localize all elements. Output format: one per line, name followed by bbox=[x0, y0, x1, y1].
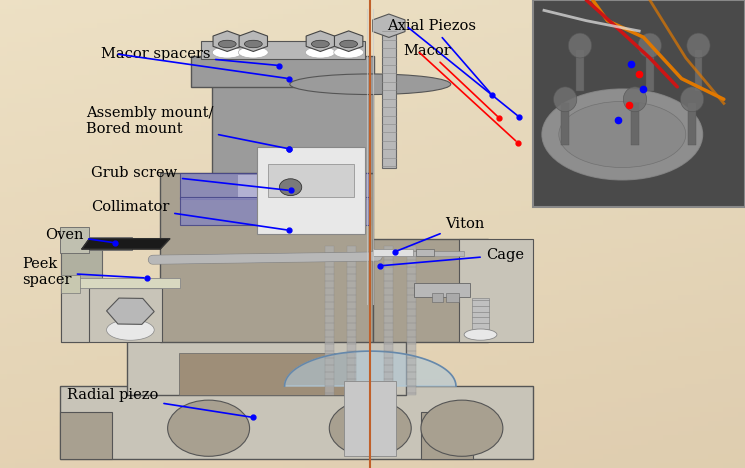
Ellipse shape bbox=[168, 400, 250, 456]
Text: Macor spacers: Macor spacers bbox=[101, 47, 276, 65]
Ellipse shape bbox=[238, 47, 268, 58]
FancyBboxPatch shape bbox=[421, 412, 473, 459]
FancyBboxPatch shape bbox=[344, 381, 396, 456]
Ellipse shape bbox=[218, 40, 236, 48]
Ellipse shape bbox=[334, 47, 364, 58]
Ellipse shape bbox=[624, 87, 647, 112]
Text: Assembly mount/
Bored mount: Assembly mount/ Bored mount bbox=[86, 106, 286, 148]
FancyBboxPatch shape bbox=[191, 56, 374, 87]
Text: Oven: Oven bbox=[45, 228, 112, 242]
FancyBboxPatch shape bbox=[646, 50, 653, 91]
FancyBboxPatch shape bbox=[179, 353, 354, 395]
Ellipse shape bbox=[107, 320, 154, 340]
Ellipse shape bbox=[638, 33, 662, 58]
Ellipse shape bbox=[554, 87, 577, 112]
FancyBboxPatch shape bbox=[372, 239, 488, 342]
Ellipse shape bbox=[311, 40, 329, 48]
FancyBboxPatch shape bbox=[61, 239, 89, 342]
FancyBboxPatch shape bbox=[533, 0, 745, 207]
FancyBboxPatch shape bbox=[694, 50, 703, 91]
FancyBboxPatch shape bbox=[472, 298, 489, 330]
FancyBboxPatch shape bbox=[61, 246, 102, 285]
Text: Macor: Macor bbox=[404, 44, 497, 116]
FancyBboxPatch shape bbox=[180, 173, 370, 199]
FancyBboxPatch shape bbox=[372, 249, 413, 256]
Ellipse shape bbox=[305, 47, 335, 58]
FancyBboxPatch shape bbox=[61, 278, 180, 288]
Ellipse shape bbox=[279, 179, 302, 196]
Text: Collimator: Collimator bbox=[91, 200, 286, 230]
FancyBboxPatch shape bbox=[576, 50, 584, 91]
Polygon shape bbox=[82, 239, 170, 249]
FancyBboxPatch shape bbox=[238, 175, 313, 197]
Text: Cage: Cage bbox=[383, 248, 524, 265]
FancyBboxPatch shape bbox=[257, 147, 365, 234]
FancyBboxPatch shape bbox=[180, 197, 370, 225]
FancyBboxPatch shape bbox=[384, 246, 393, 395]
Text: Axial Piezos: Axial Piezos bbox=[387, 19, 490, 93]
FancyBboxPatch shape bbox=[127, 339, 406, 395]
FancyBboxPatch shape bbox=[631, 103, 638, 145]
FancyBboxPatch shape bbox=[347, 246, 356, 395]
FancyBboxPatch shape bbox=[382, 28, 396, 168]
Ellipse shape bbox=[290, 74, 451, 95]
FancyBboxPatch shape bbox=[212, 84, 372, 173]
FancyBboxPatch shape bbox=[414, 283, 470, 297]
FancyBboxPatch shape bbox=[688, 103, 696, 145]
Text: Viton: Viton bbox=[397, 217, 485, 251]
FancyBboxPatch shape bbox=[446, 293, 459, 302]
Ellipse shape bbox=[680, 87, 704, 112]
Text: Peek
spacer: Peek spacer bbox=[22, 257, 144, 287]
Text: Radial piezo: Radial piezo bbox=[67, 388, 250, 417]
FancyBboxPatch shape bbox=[160, 173, 372, 342]
Text: Grub screw: Grub screw bbox=[91, 166, 288, 190]
FancyBboxPatch shape bbox=[268, 164, 354, 197]
FancyBboxPatch shape bbox=[432, 293, 443, 302]
FancyBboxPatch shape bbox=[61, 288, 162, 342]
FancyBboxPatch shape bbox=[60, 227, 89, 253]
FancyBboxPatch shape bbox=[61, 275, 80, 292]
Ellipse shape bbox=[340, 40, 358, 48]
FancyBboxPatch shape bbox=[325, 246, 334, 395]
Polygon shape bbox=[285, 351, 456, 386]
Ellipse shape bbox=[542, 89, 703, 180]
FancyBboxPatch shape bbox=[201, 41, 365, 58]
FancyBboxPatch shape bbox=[407, 246, 416, 395]
FancyBboxPatch shape bbox=[60, 386, 533, 459]
Ellipse shape bbox=[212, 47, 242, 58]
Ellipse shape bbox=[329, 400, 411, 456]
FancyBboxPatch shape bbox=[416, 249, 434, 256]
Ellipse shape bbox=[559, 102, 685, 168]
FancyBboxPatch shape bbox=[561, 103, 569, 145]
Ellipse shape bbox=[244, 40, 262, 48]
Ellipse shape bbox=[568, 33, 592, 58]
FancyBboxPatch shape bbox=[60, 412, 112, 459]
Ellipse shape bbox=[421, 400, 503, 456]
Ellipse shape bbox=[464, 329, 497, 340]
FancyBboxPatch shape bbox=[61, 237, 132, 250]
Ellipse shape bbox=[687, 33, 710, 58]
FancyBboxPatch shape bbox=[459, 239, 533, 342]
